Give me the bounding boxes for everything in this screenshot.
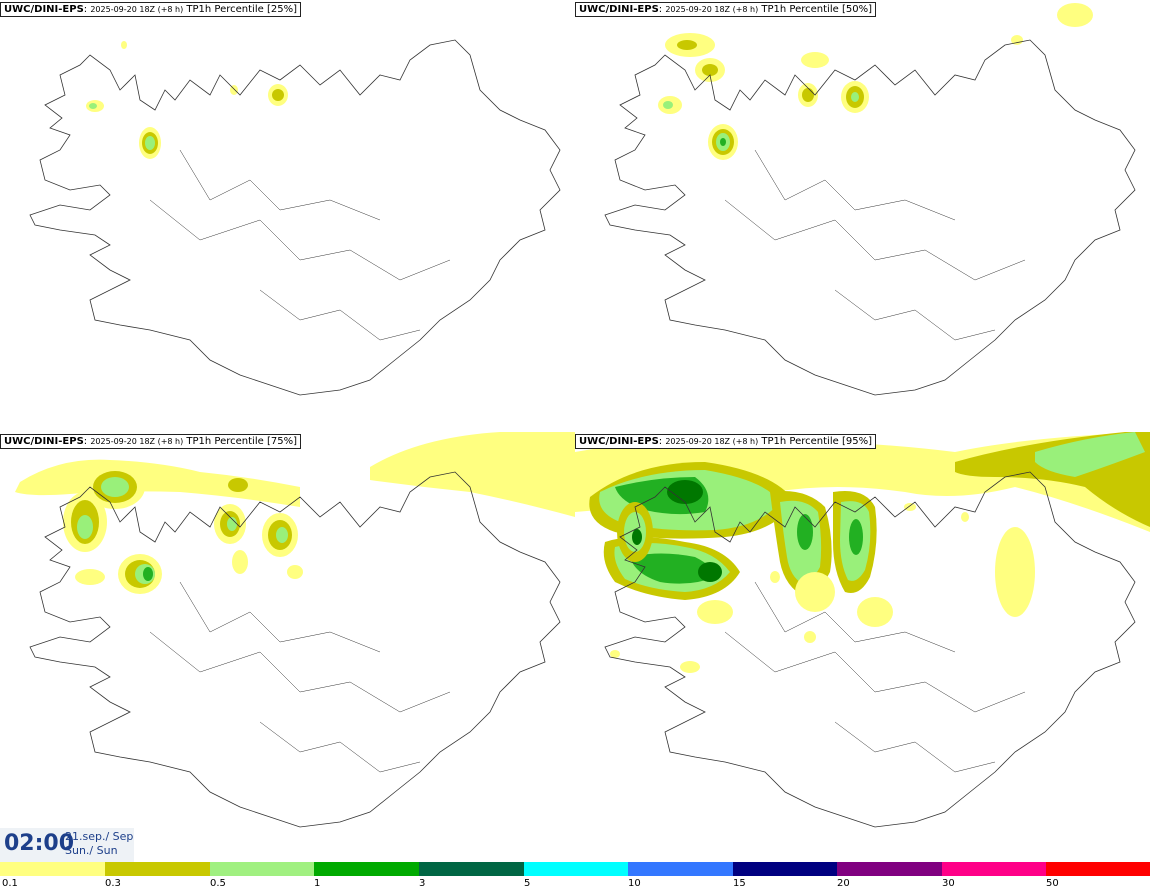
legend-label: 20 xyxy=(837,878,850,889)
legend-swatch xyxy=(837,862,942,876)
run-time: 2025-09-20 18Z (+8 h) xyxy=(90,5,184,14)
coastline xyxy=(604,471,1136,828)
legend-swatch xyxy=(733,862,837,876)
legend-label: 30 xyxy=(942,878,955,889)
legend-label: 0.3 xyxy=(105,878,121,889)
legend-label: 50 xyxy=(1046,878,1059,889)
legend-swatch xyxy=(210,862,314,876)
legend-swatch xyxy=(524,862,628,876)
map-panel-p50: UWC/DINI-EPS: 2025-09-20 18Z (+8 h) TP1h… xyxy=(575,0,1150,430)
precip-map xyxy=(29,39,561,396)
model-name: UWC/DINI-EPS xyxy=(4,4,84,15)
precip-map xyxy=(604,3,1136,396)
valid-time-box: 02:00 21.sep./ Sep Sun./ Sun xyxy=(0,828,134,862)
field-name: TP1h Percentile [95%] xyxy=(761,436,872,447)
map-panel-p95: UWC/DINI-EPS: 2025-09-20 18Z (+8 h) TP1h… xyxy=(575,432,1150,828)
precip-map xyxy=(15,432,575,828)
date-line: 21.sep./ Sep xyxy=(65,830,134,843)
valid-date: 21.sep./ Sep Sun./ Sun xyxy=(65,830,133,858)
precip-field xyxy=(15,432,575,594)
run-time: 2025-09-20 18Z (+8 h) xyxy=(665,5,759,14)
legend-swatch xyxy=(1046,862,1150,876)
precip-field xyxy=(658,3,1093,160)
legend-label: 5 xyxy=(524,878,531,889)
panel-title: UWC/DINI-EPS: 2025-09-20 18Z (+8 h) TP1h… xyxy=(575,2,876,17)
run-time: 2025-09-20 18Z (+8 h) xyxy=(90,437,184,446)
legend-label: 0.5 xyxy=(210,878,226,889)
panel-title: UWC/DINI-EPS: 2025-09-20 18Z (+8 h) TP1h… xyxy=(575,434,876,449)
model-name: UWC/DINI-EPS xyxy=(4,436,84,447)
color-legend: 0.1 0.3 0.5 1 3 5 10 15 20 30 50 xyxy=(0,862,1150,891)
field-name: TP1h Percentile [50%] xyxy=(761,4,872,15)
legend-swatch xyxy=(942,862,1046,876)
field-name: TP1h Percentile [25%] xyxy=(186,4,297,15)
legend-label: 3 xyxy=(419,878,426,889)
valid-time: 02:00 xyxy=(4,831,75,856)
panel-title: UWC/DINI-EPS: 2025-09-20 18Z (+8 h) TP1h… xyxy=(0,434,301,449)
precip-field xyxy=(575,432,1150,673)
precip-field xyxy=(86,41,288,159)
precip-map xyxy=(575,432,1150,828)
coastline xyxy=(604,39,1136,396)
legend-label: 0.1 xyxy=(2,878,18,889)
legend-swatch xyxy=(105,862,210,876)
run-time: 2025-09-20 18Z (+8 h) xyxy=(665,437,759,446)
model-name: UWC/DINI-EPS xyxy=(579,4,659,15)
map-panel-p75: UWC/DINI-EPS: 2025-09-20 18Z (+8 h) TP1h… xyxy=(0,432,575,828)
map-panel-p25: UWC/DINI-EPS: 2025-09-20 18Z (+8 h) TP1h… xyxy=(0,0,575,430)
legend-swatch xyxy=(0,862,105,876)
legend-label: 10 xyxy=(628,878,641,889)
legend-swatch xyxy=(628,862,733,876)
coastline xyxy=(29,39,561,396)
coastline xyxy=(29,471,561,828)
panel-title: UWC/DINI-EPS: 2025-09-20 18Z (+8 h) TP1h… xyxy=(0,2,301,17)
legend-label: 1 xyxy=(314,878,321,889)
legend-label: 15 xyxy=(733,878,746,889)
field-name: TP1h Percentile [75%] xyxy=(186,436,297,447)
day-line: Sun./ Sun xyxy=(65,844,118,857)
legend-swatch xyxy=(419,862,524,876)
legend-swatch xyxy=(314,862,419,876)
model-name: UWC/DINI-EPS xyxy=(579,436,659,447)
